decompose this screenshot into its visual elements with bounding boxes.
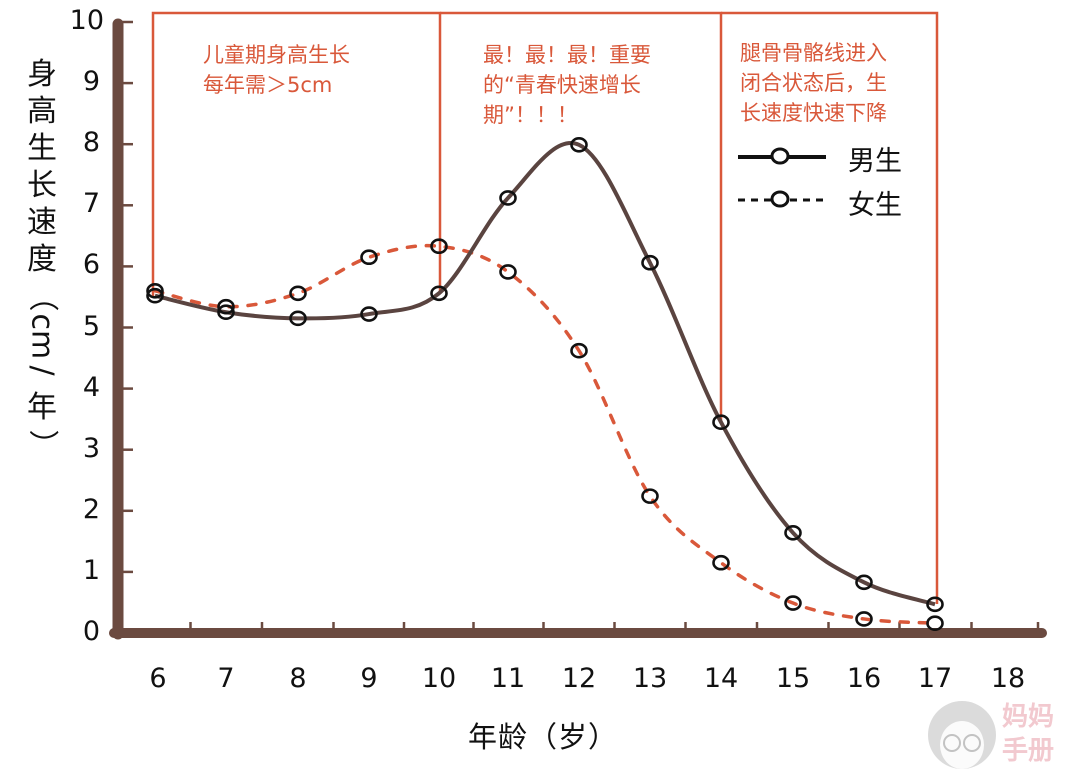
x-tick-label: 15	[775, 663, 811, 694]
girls-line	[153, 243, 937, 625]
y-tick-label: 0	[82, 616, 100, 647]
y-axis-title-char: 生	[27, 131, 57, 166]
legend-label-boys: 男生	[848, 146, 902, 177]
data-point-marker	[855, 611, 873, 627]
data-point-marker	[855, 574, 873, 591]
annotation-line: 的“青春快速增长	[483, 73, 641, 97]
data-point-marker	[289, 285, 307, 302]
data-point-marker	[926, 596, 944, 613]
axes	[109, 18, 1047, 640]
y-tick-label: 3	[82, 432, 100, 464]
x-tick-label: 13	[632, 663, 668, 694]
annotation-childhood: 儿童期身高生长 每年需＞5cm	[203, 40, 350, 100]
x-tick-label: 6	[149, 663, 167, 694]
y-tick-label: 2	[82, 493, 100, 525]
y-tick-label: 6	[82, 249, 100, 281]
annotation-line: 每年需＞5cm	[203, 73, 333, 97]
annotation-decline: 腿骨骨骼线进入 闭合状态后，生 长速度快速下降	[740, 38, 887, 128]
y-axis-title-char: 身	[27, 57, 57, 92]
region-box-decline	[721, 11, 939, 604]
data-point-marker	[146, 283, 164, 299]
annotation-line: 期”！！！	[483, 103, 578, 127]
annotation-line: 儿童期身高生长	[203, 43, 350, 67]
boys-line	[154, 141, 936, 607]
y-tick-label: 8	[82, 127, 100, 159]
legend-girls-swatch	[738, 190, 826, 208]
x-tick-label: 12	[561, 663, 597, 694]
region-box-childhood	[151, 11, 442, 296]
data-point-marker	[360, 306, 378, 322]
watermark-line: 妈妈	[1002, 702, 1055, 732]
y-axis-title-char: /	[24, 365, 60, 376]
annotation-line: 闭合状态后，生	[740, 71, 887, 95]
y-axis-ticks	[118, 20, 133, 574]
boys-markers	[146, 137, 944, 613]
x-tick-label: 11	[490, 663, 526, 694]
x-axis-ticks	[189, 622, 1040, 633]
data-point-marker	[499, 190, 517, 206]
annotation-line: 长速度快速下降	[740, 101, 887, 125]
region-boxes	[151, 11, 939, 604]
data-point-marker	[430, 238, 448, 255]
y-tick-label: 9	[82, 66, 100, 98]
x-tick-label: 9	[360, 663, 378, 694]
data-point-marker	[641, 254, 659, 271]
data-point-marker	[499, 264, 517, 280]
x-tick-label: 16	[846, 663, 882, 694]
y-axis-title-char: 高	[27, 94, 57, 129]
legend-boys-swatch	[738, 147, 826, 165]
girls-markers	[146, 238, 944, 632]
y-tick-label: 10	[69, 5, 104, 36]
y-tick-label: 4	[82, 371, 100, 403]
y-axis-title-char: （	[24, 281, 60, 312]
data-point-marker	[217, 298, 235, 315]
data-point-marker	[712, 554, 730, 571]
watermark-line: 手册	[1002, 736, 1055, 766]
x-tick-label: 14	[703, 663, 739, 694]
x-tick-label: 18	[990, 663, 1026, 694]
x-tick-label: 7	[217, 663, 235, 694]
data-point-marker	[784, 524, 802, 541]
data-point-marker	[641, 488, 659, 504]
y-tick-label: 5	[82, 310, 100, 342]
annotation-line: 腿骨骨骼线进入	[740, 41, 887, 65]
data-point-marker	[570, 342, 588, 359]
x-tick-label: 17	[917, 663, 953, 694]
data-point-marker	[712, 414, 730, 431]
data-point-marker	[784, 595, 802, 611]
y-axis-title-char: 长	[27, 168, 57, 203]
legend-label-girls: 女生	[848, 190, 902, 221]
y-axis-title-char: 年	[27, 390, 57, 425]
y-axis-title-char: cm	[24, 313, 60, 360]
data-point-marker	[570, 137, 588, 153]
data-point-marker	[146, 287, 164, 304]
x-tick-label: 10	[421, 663, 457, 694]
watermark-text: 妈妈 手册	[1002, 700, 1072, 768]
x-tick-label: 8	[289, 663, 307, 694]
data-point-marker	[217, 304, 235, 321]
legend	[738, 147, 826, 208]
y-tick-label: 1	[82, 554, 100, 586]
data-point-marker	[289, 310, 307, 327]
annotation-line: 最！最！最！重要	[483, 43, 651, 67]
y-axis-title: 身高生长速度 （cm / 年 ）	[22, 56, 62, 463]
y-axis-title-char: 速	[27, 205, 57, 240]
y-tick-label: 7	[82, 188, 100, 220]
x-axis-title: 年龄（岁）	[468, 720, 619, 754]
data-point-marker	[360, 249, 378, 266]
y-axis-title-char: 度	[27, 242, 57, 277]
annotation-puberty: 最！最！最！重要 的“青春快速增长 期”！！！	[483, 40, 651, 130]
data-point-marker	[430, 285, 448, 302]
data-point-marker	[926, 615, 944, 632]
watermark-avatar-icon	[928, 701, 996, 769]
y-axis-title-char: ）	[24, 429, 60, 460]
